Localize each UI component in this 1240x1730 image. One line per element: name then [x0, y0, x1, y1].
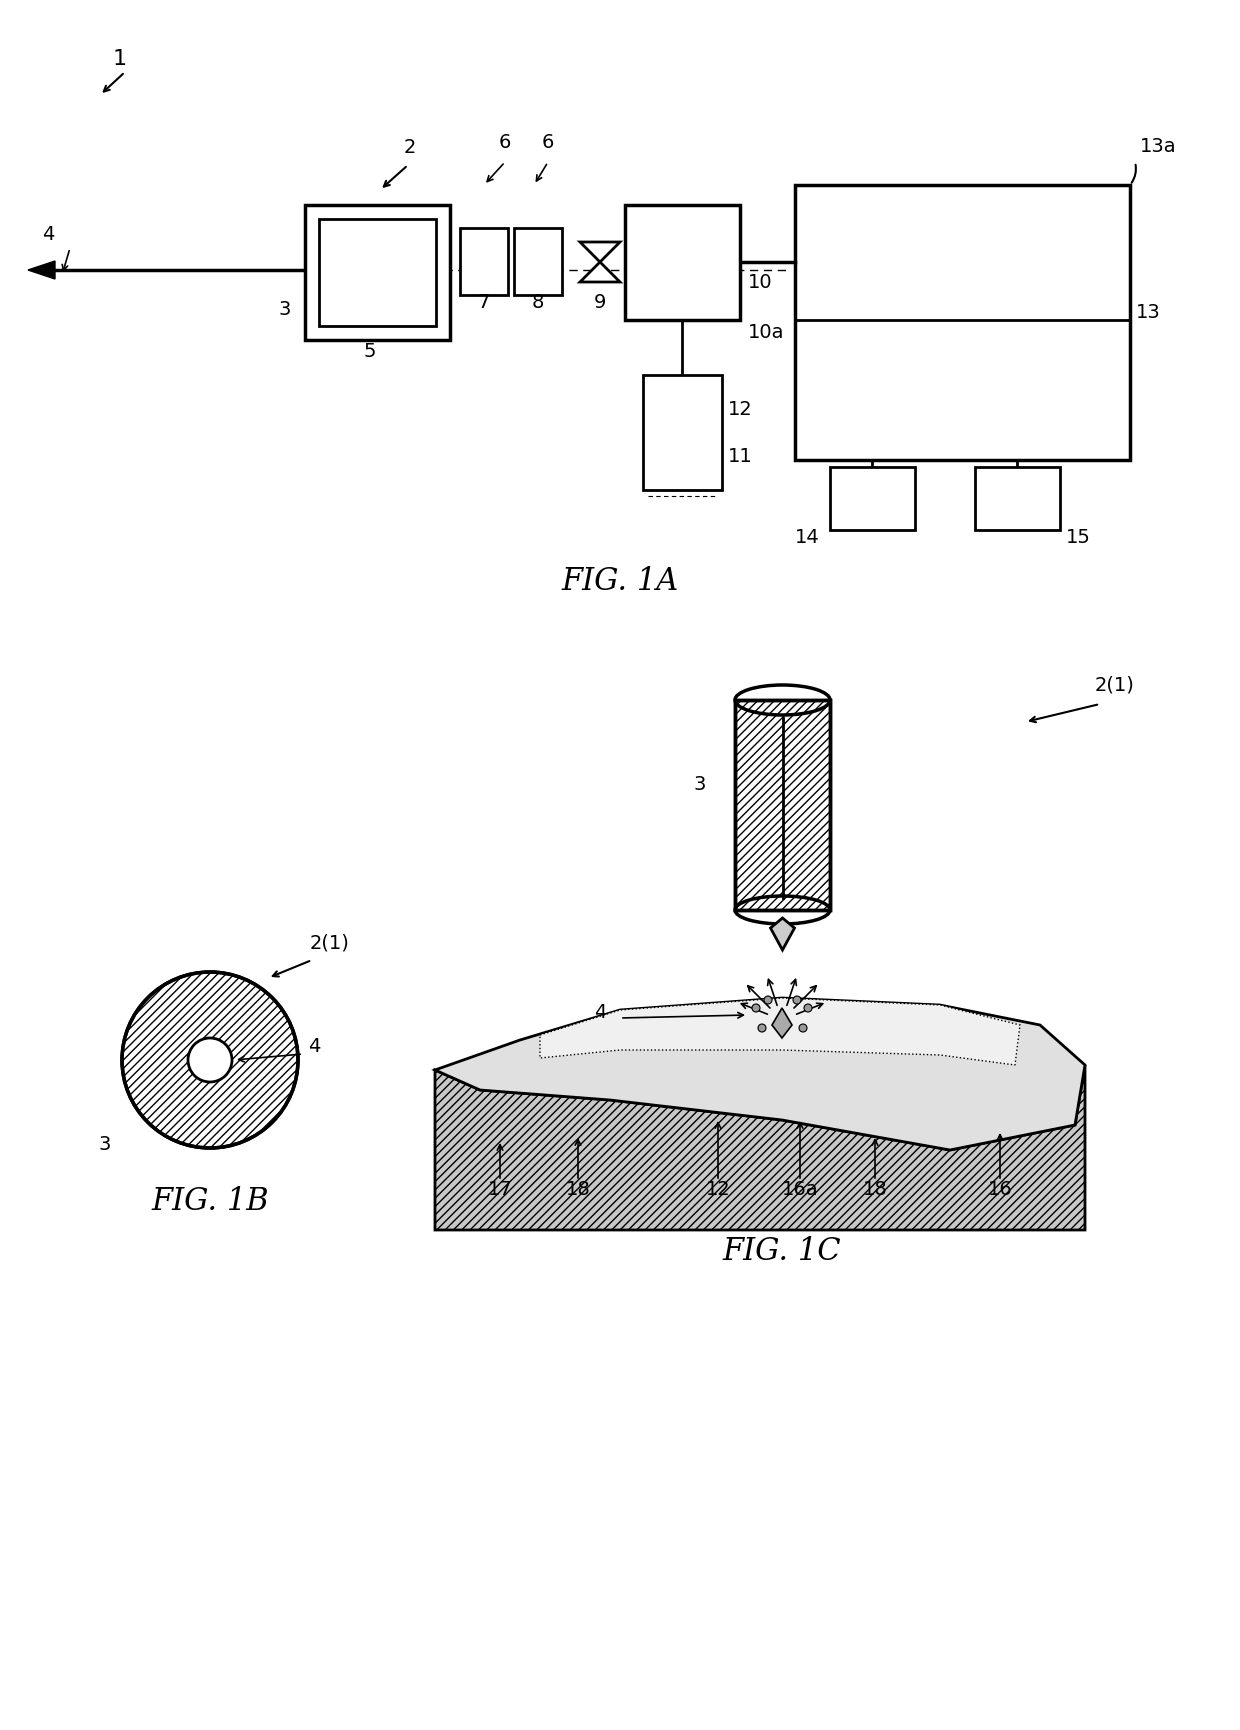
Text: 4: 4	[308, 1036, 320, 1055]
Text: 13: 13	[1136, 303, 1161, 322]
Text: 15: 15	[1066, 528, 1091, 547]
Circle shape	[764, 996, 773, 1003]
Text: 6: 6	[498, 133, 511, 152]
Bar	[735, 701, 830, 910]
Text: 16: 16	[987, 1180, 1012, 1199]
Text: 13a: 13a	[1140, 137, 1177, 156]
Text: 14: 14	[795, 528, 820, 547]
Circle shape	[188, 1038, 232, 1081]
Text: 12: 12	[706, 1180, 730, 1199]
Bar	[305, 204, 450, 341]
Bar	[975, 467, 1060, 529]
Bar	[644, 375, 722, 490]
Circle shape	[751, 1003, 760, 1012]
Text: 3: 3	[99, 1135, 112, 1154]
Polygon shape	[435, 998, 1085, 1150]
Text: 3: 3	[694, 775, 707, 794]
Text: 2(1): 2(1)	[1095, 675, 1135, 694]
Text: 7: 7	[477, 292, 490, 311]
Text: 10: 10	[748, 273, 773, 292]
Bar	[625, 204, 740, 320]
Bar	[645, 450, 720, 488]
Text: 9: 9	[594, 292, 606, 311]
Text: FIG. 1B: FIG. 1B	[151, 1187, 269, 1216]
Bar	[319, 220, 436, 325]
Text: 2: 2	[404, 138, 417, 157]
Circle shape	[794, 996, 801, 1003]
Circle shape	[804, 1003, 812, 1012]
Text: 12: 12	[728, 400, 753, 419]
Text: 4: 4	[42, 225, 55, 244]
Text: 5: 5	[363, 343, 376, 362]
Text: 6: 6	[542, 133, 554, 152]
Circle shape	[758, 1024, 766, 1033]
Text: 4: 4	[594, 1003, 606, 1022]
Bar	[830, 467, 915, 529]
Polygon shape	[435, 1066, 1085, 1230]
Circle shape	[799, 1024, 807, 1033]
Bar	[795, 185, 1130, 460]
Text: 10a: 10a	[748, 324, 785, 343]
Text: 18: 18	[565, 1180, 590, 1199]
Text: 18: 18	[863, 1180, 888, 1199]
Polygon shape	[773, 1009, 792, 1038]
Polygon shape	[580, 242, 620, 261]
Text: FIG. 1A: FIG. 1A	[562, 566, 678, 597]
Polygon shape	[580, 261, 620, 282]
Text: 16a: 16a	[781, 1180, 818, 1199]
Text: 2(1): 2(1)	[310, 932, 350, 952]
Text: 8: 8	[532, 292, 544, 311]
Bar	[735, 701, 830, 910]
Text: 11: 11	[728, 446, 753, 465]
Text: 1: 1	[113, 48, 126, 69]
Text: 17: 17	[487, 1180, 512, 1199]
Bar	[460, 228, 508, 296]
Text: 3: 3	[279, 299, 291, 318]
Polygon shape	[29, 261, 55, 279]
Polygon shape	[770, 919, 795, 950]
Bar	[515, 228, 562, 296]
Text: FIG. 1C: FIG. 1C	[723, 1235, 841, 1266]
Polygon shape	[539, 998, 1021, 1066]
